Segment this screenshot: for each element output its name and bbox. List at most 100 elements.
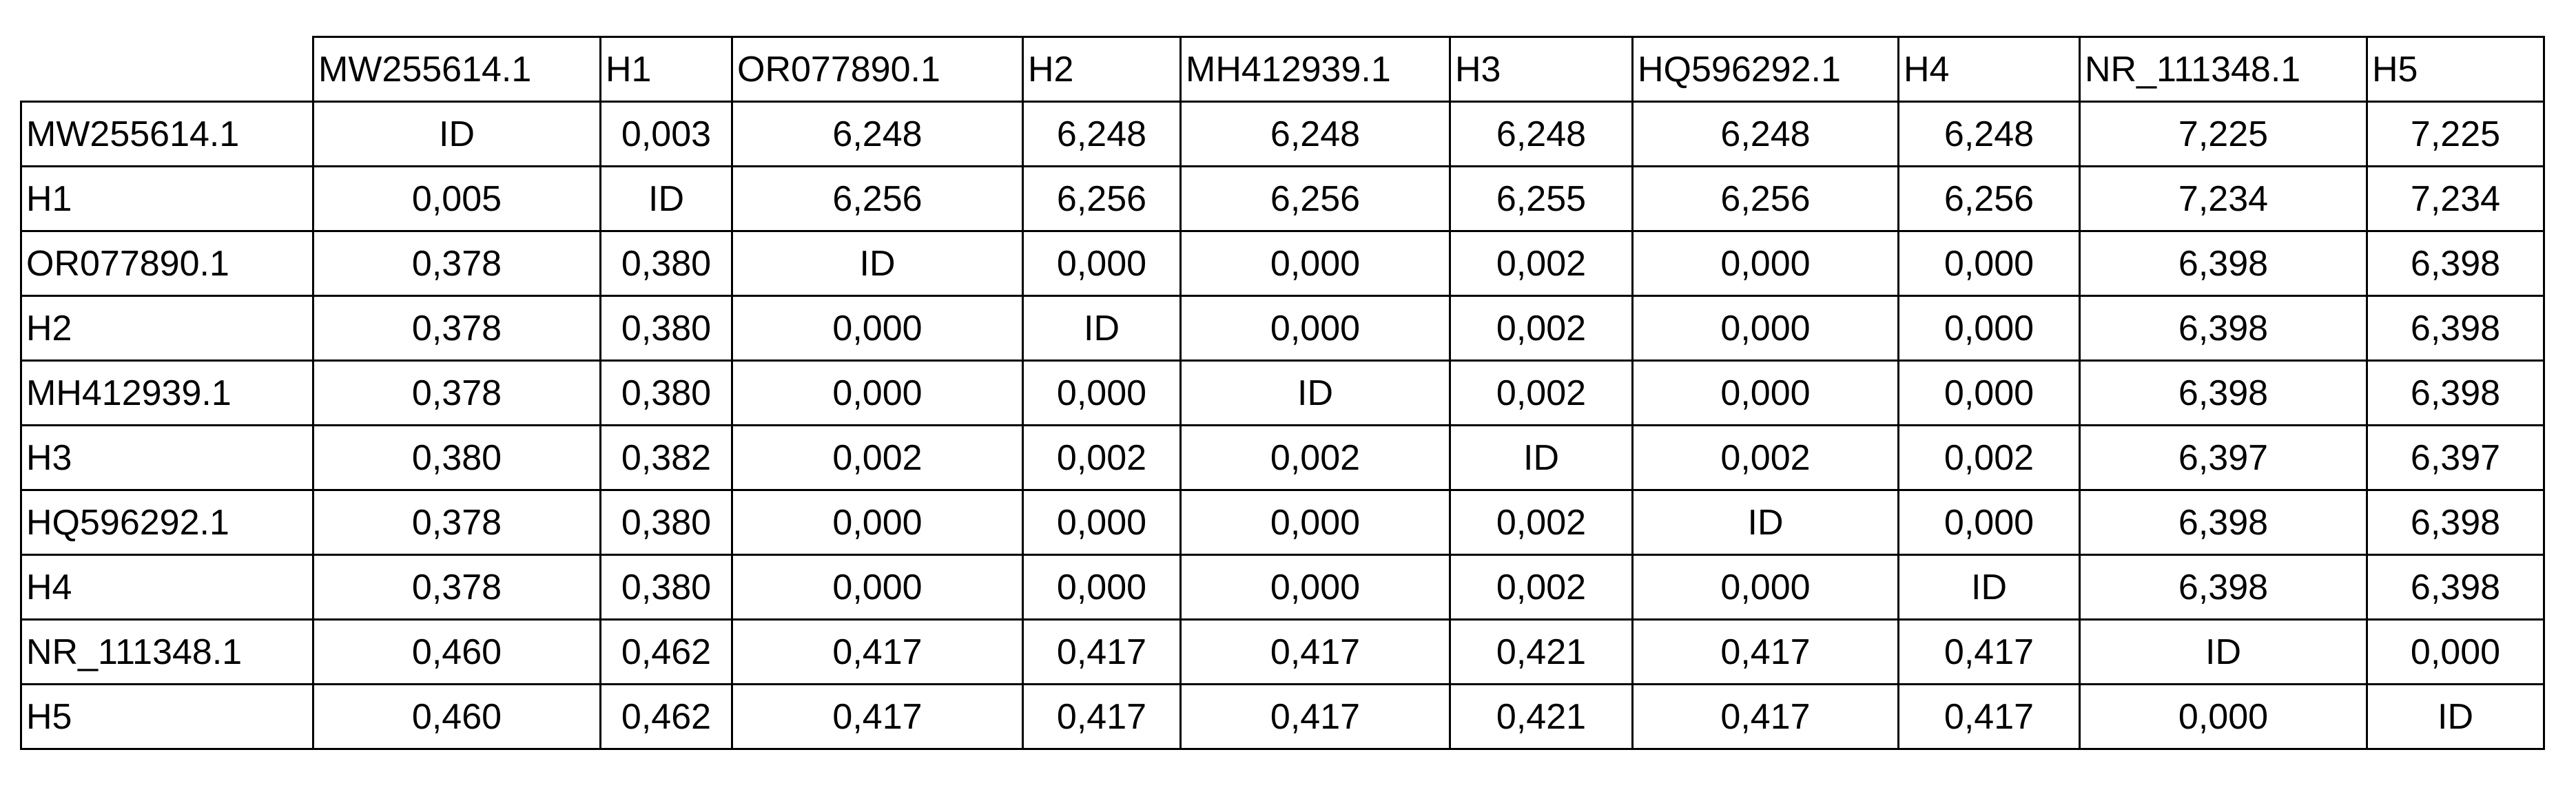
cell: 0,000 — [731, 359, 1024, 426]
column-header: MH412939.1 — [1179, 36, 1451, 103]
cell: 0,000 — [2366, 618, 2545, 685]
cell: 6,398 — [2079, 554, 2368, 621]
cell: 0,378 — [312, 554, 601, 621]
cell: 0,417 — [731, 618, 1024, 685]
cell: 0,378 — [312, 230, 601, 297]
cell: 7,234 — [2366, 165, 2545, 232]
row-header: H1 — [20, 165, 314, 232]
cell: 0,417 — [1179, 683, 1451, 750]
distance-table: MW255614.1 H1 OR077890.1 H2 MH412939.1 H3 HQ59… — [20, 36, 2545, 750]
table-row: MW255614.1 ID 0,003 6,248 6,248 6,248 6,248 6,2… — [20, 101, 2545, 167]
row-header: NR_111348.1 — [20, 618, 314, 685]
table-row: H1 0,005 ID 6,256 6,256 6,256 6,255 6,256 6,256 7… — [20, 165, 2545, 232]
cell: 6,248 — [1449, 101, 1634, 167]
cell: 0,000 — [1179, 295, 1451, 362]
cell: ID — [1897, 554, 2081, 621]
cell: 0,417 — [731, 683, 1024, 750]
cell: 0,000 — [1179, 230, 1451, 297]
cell: 0,000 — [1022, 489, 1182, 556]
cell: 0,417 — [1179, 618, 1451, 685]
cell: ID — [1631, 489, 1899, 556]
cell: ID — [1022, 295, 1182, 362]
cell: 6,398 — [2366, 295, 2545, 362]
cell: 7,225 — [2079, 101, 2368, 167]
cell: 0,417 — [1897, 683, 2081, 750]
cell: 0,380 — [599, 230, 733, 297]
cell: 0,380 — [599, 359, 733, 426]
cell: 0,382 — [599, 424, 733, 491]
cell: 0,000 — [1897, 230, 2081, 297]
cell: 0,000 — [1631, 295, 1899, 362]
column-header: NR_111348.1 — [2079, 36, 2368, 103]
cell: 0,002 — [1449, 489, 1634, 556]
cell: 0,002 — [1449, 359, 1634, 426]
cell: 0,417 — [1631, 618, 1899, 685]
cell: ID — [731, 230, 1024, 297]
row-header: MH412939.1 — [20, 359, 314, 426]
cell: 0,380 — [599, 554, 733, 621]
cell: 6,398 — [2366, 489, 2545, 556]
cell: 6,256 — [1897, 165, 2081, 232]
column-header: OR077890.1 — [731, 36, 1024, 103]
cell: 0,002 — [1631, 424, 1899, 491]
cell: 0,421 — [1449, 683, 1634, 750]
cell: 0,462 — [599, 618, 733, 685]
cell: 0,002 — [1179, 424, 1451, 491]
cell: 0,000 — [1631, 554, 1899, 621]
cell: 0,378 — [312, 295, 601, 362]
cell: 7,234 — [2079, 165, 2368, 232]
cell: 0,000 — [731, 295, 1024, 362]
cell: 0,002 — [1449, 230, 1634, 297]
cell: 6,256 — [1022, 165, 1182, 232]
column-header: H4 — [1897, 36, 2081, 103]
cell: 6,398 — [2366, 230, 2545, 297]
cell: 6,397 — [2366, 424, 2545, 491]
cell: 0,000 — [1022, 230, 1182, 297]
table-row: H5 0,460 0,462 0,417 0,417 0,417 0,421 0,417 0,4… — [20, 683, 2545, 750]
cell: ID — [1449, 424, 1634, 491]
cell: ID — [312, 101, 601, 167]
cell: 6,248 — [1631, 101, 1899, 167]
cell: 0,000 — [1022, 359, 1182, 426]
cell: 0,417 — [1897, 618, 2081, 685]
cell: 0,000 — [1022, 554, 1182, 621]
cell: 6,398 — [2079, 359, 2368, 426]
cell: 0,417 — [1022, 618, 1182, 685]
cell: 0,380 — [599, 489, 733, 556]
cell: 0,460 — [312, 618, 601, 685]
cell: 0,378 — [312, 489, 601, 556]
row-header: MW255614.1 — [20, 101, 314, 167]
cell: 0,000 — [2079, 683, 2368, 750]
cell: 0,000 — [1897, 359, 2081, 426]
table-row: NR_111348.1 0,460 0,462 0,417 0,417 0,417 0,42… — [20, 618, 2545, 685]
table-row: H4 0,378 0,380 0,000 0,000 0,000 0,002 0,000 ID 6… — [20, 554, 2545, 621]
cell: 0,005 — [312, 165, 601, 232]
cell: 6,256 — [1179, 165, 1451, 232]
cell: 6,397 — [2079, 424, 2368, 491]
cell: 0,460 — [312, 683, 601, 750]
cell: 0,417 — [1631, 683, 1899, 750]
cell: ID — [599, 165, 733, 232]
table-row: MH412939.1 0,378 0,380 0,000 0,000 ID 0,002 0,0… — [20, 359, 2545, 426]
cell: 6,248 — [731, 101, 1024, 167]
cell: 0,000 — [1897, 295, 2081, 362]
cell: 0,003 — [599, 101, 733, 167]
row-header: H5 — [20, 683, 314, 750]
row-header: H3 — [20, 424, 314, 491]
row-header: H4 — [20, 554, 314, 621]
cell: 0,000 — [1631, 230, 1899, 297]
cell: 0,417 — [1022, 683, 1182, 750]
cell: 6,248 — [1022, 101, 1182, 167]
cell: 6,256 — [731, 165, 1024, 232]
header-row: MW255614.1 H1 OR077890.1 H2 MH412939.1 H3 HQ59… — [21, 36, 2545, 103]
table-row: HQ596292.1 0,378 0,380 0,000 0,000 0,000 0,002… — [20, 489, 2545, 556]
cell: 6,398 — [2079, 295, 2368, 362]
cell: 0,000 — [1631, 359, 1899, 426]
cell: 6,248 — [1897, 101, 2081, 167]
cell: 6,256 — [1631, 165, 1899, 232]
cell: 0,000 — [1179, 554, 1451, 621]
column-header: H1 — [599, 36, 733, 103]
cell: 0,002 — [1449, 295, 1634, 362]
column-header: H2 — [1022, 36, 1182, 103]
cell: 0,462 — [599, 683, 733, 750]
